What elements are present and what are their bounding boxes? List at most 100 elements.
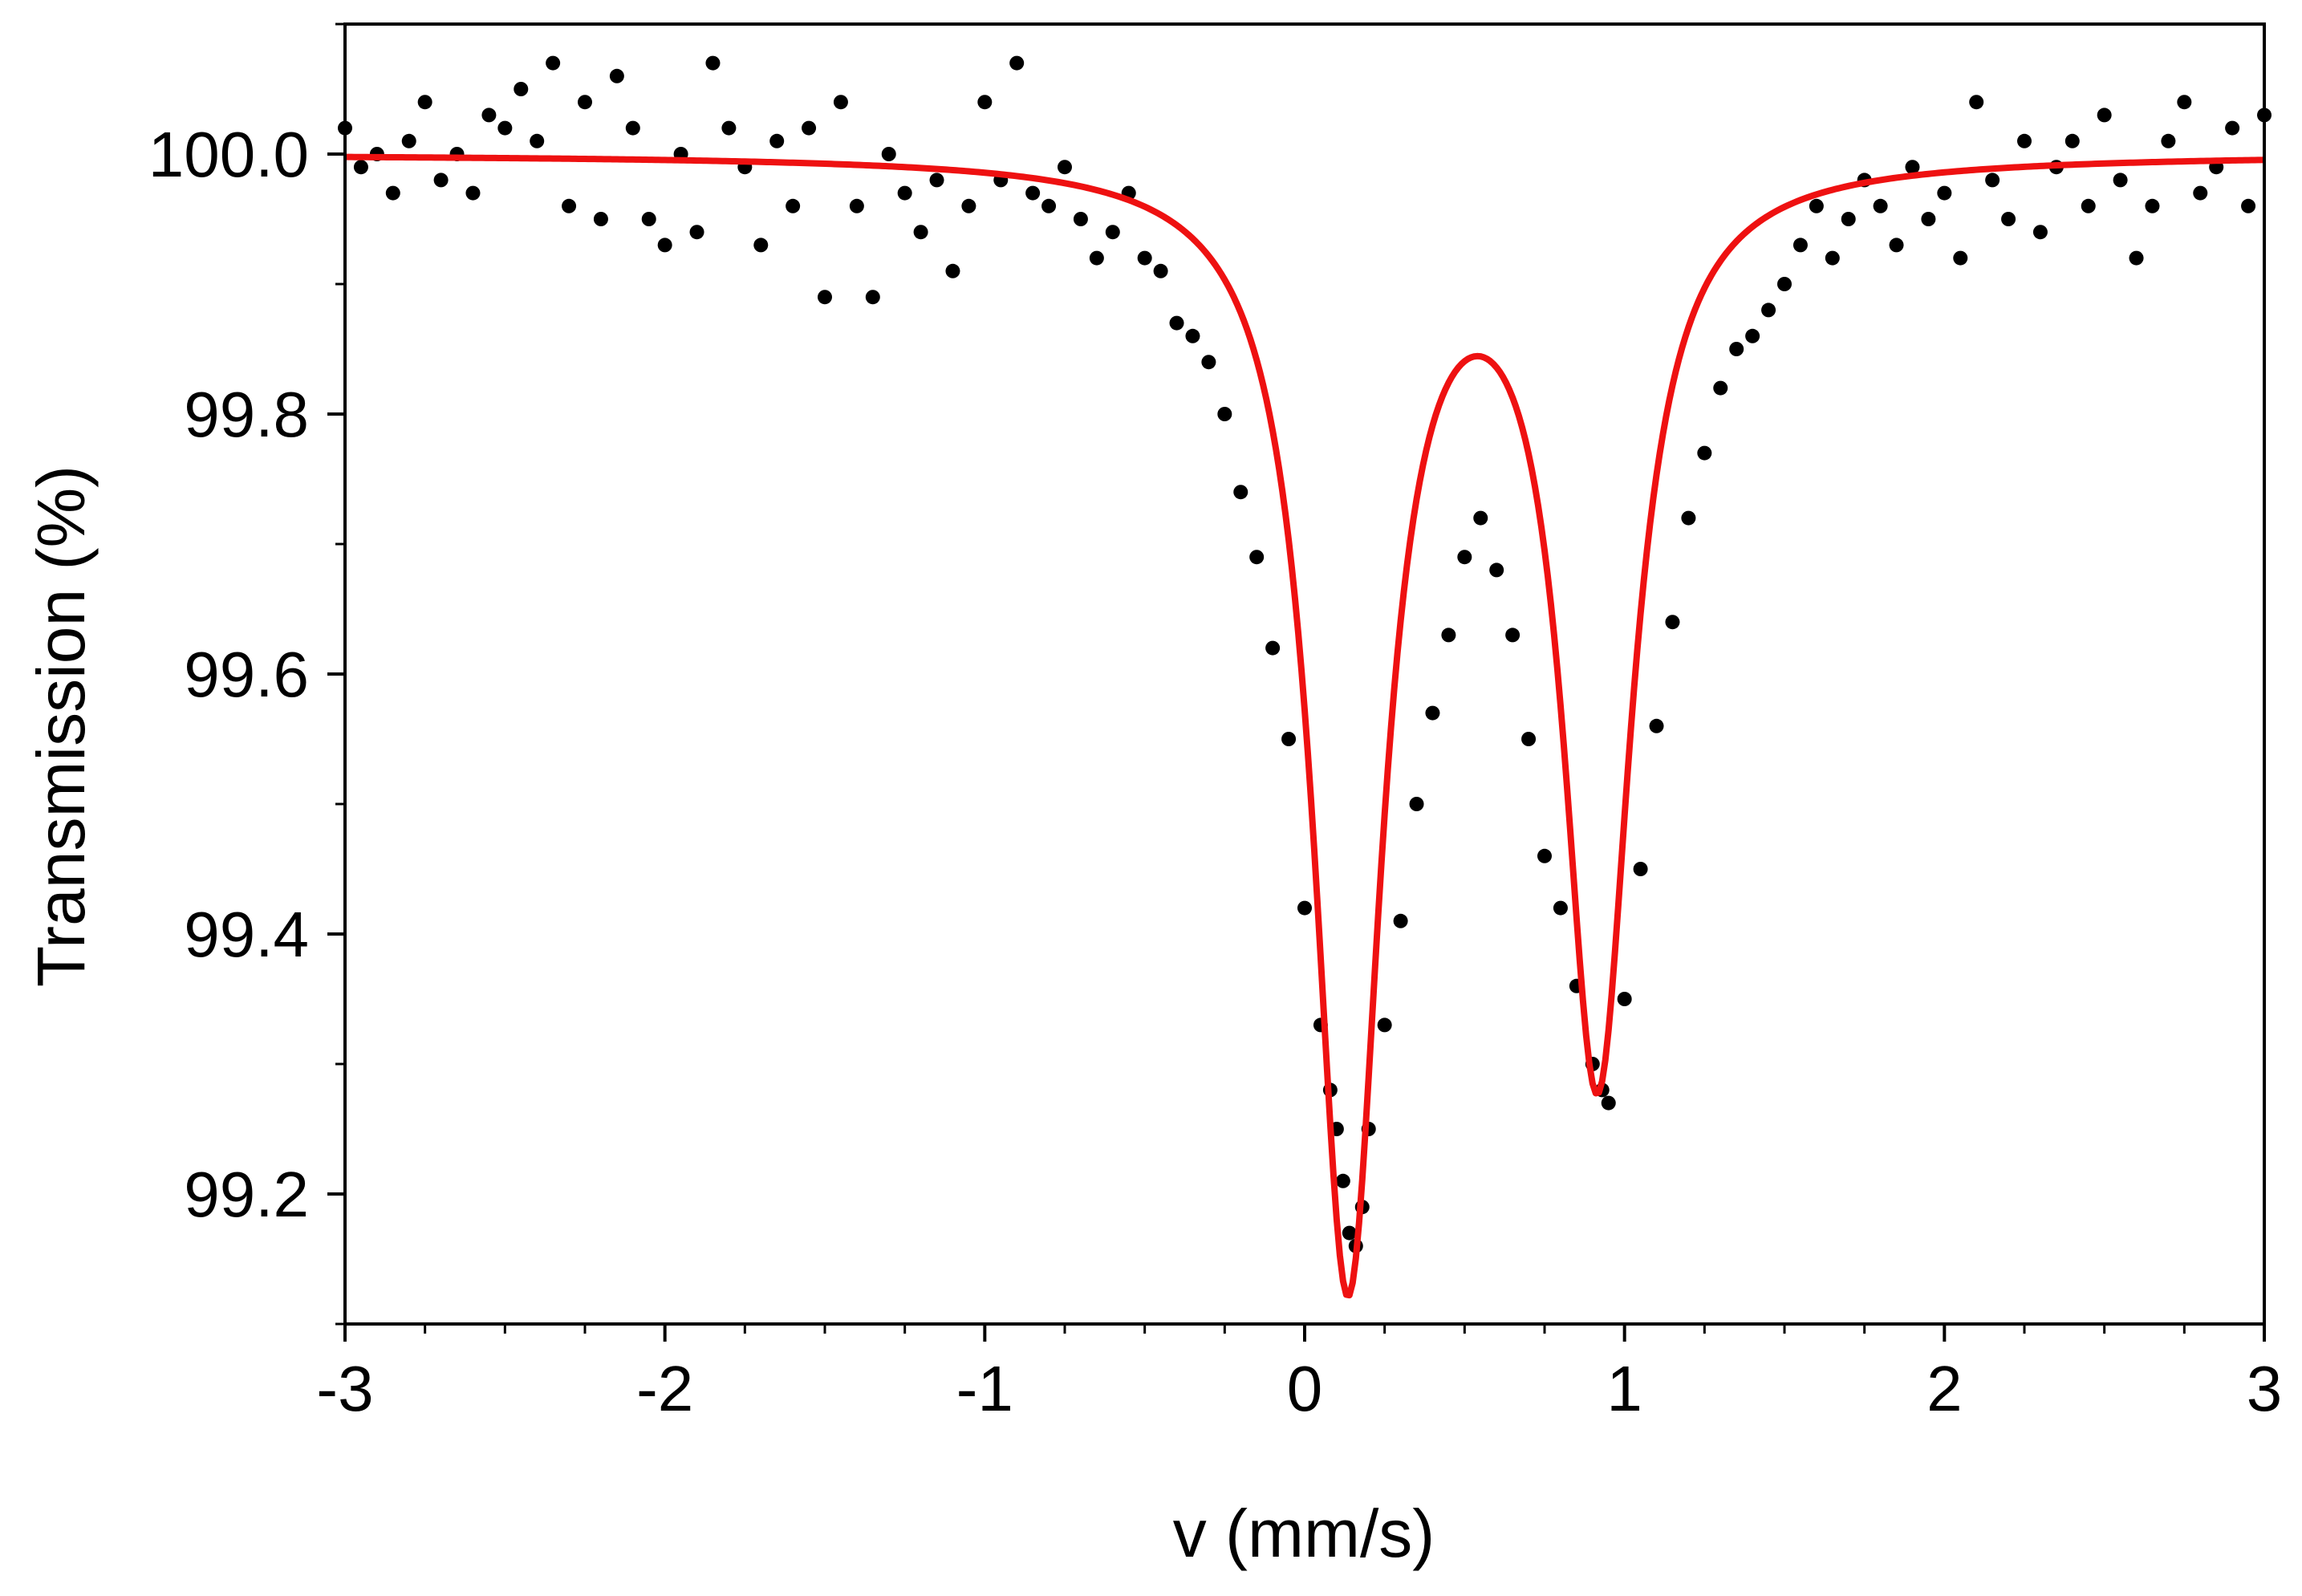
data-point	[1217, 407, 1232, 421]
data-point	[833, 95, 848, 110]
data-point	[2081, 198, 2096, 213]
data-point	[753, 238, 769, 253]
data-point	[929, 173, 944, 188]
data-point	[2017, 133, 2032, 148]
data-point	[1201, 355, 1216, 370]
data-point	[353, 160, 368, 175]
data-point	[1617, 992, 1632, 1006]
data-point	[2193, 185, 2208, 201]
data-point	[433, 173, 449, 188]
data-point	[2129, 250, 2144, 266]
data-point	[1665, 615, 1680, 630]
data-point	[1335, 1173, 1350, 1188]
data-point	[1297, 900, 1312, 916]
data-point	[1649, 718, 1664, 733]
x-tick-label: 2	[1926, 1353, 1963, 1424]
data-point	[786, 198, 801, 213]
data-point	[1073, 212, 1088, 226]
data-point	[1249, 550, 1265, 565]
data-point	[865, 290, 880, 305]
data-point	[1153, 263, 1168, 278]
data-point	[1729, 342, 1744, 356]
data-point	[530, 133, 545, 148]
data-point	[1681, 510, 1696, 526]
data-point	[1058, 160, 1072, 175]
y-tick-label: 99.4	[184, 899, 309, 970]
y-tick-label: 99.6	[184, 639, 309, 710]
data-point	[2145, 198, 2160, 213]
data-point	[1905, 160, 1920, 175]
data-point	[641, 212, 656, 226]
data-point	[1633, 862, 1648, 876]
data-point	[945, 263, 960, 278]
data-point	[1521, 732, 1537, 746]
y-axis-title: Transmission (%)	[23, 465, 99, 987]
data-point	[2177, 95, 2192, 110]
data-point	[1185, 328, 1200, 343]
data-point	[961, 198, 976, 213]
y-tick-label: 99.8	[184, 379, 309, 450]
data-point	[1937, 185, 1952, 201]
data-point	[1889, 238, 1904, 253]
data-point	[2032, 225, 2048, 240]
data-point	[705, 55, 721, 71]
data-point	[1233, 485, 1248, 500]
data-point	[1553, 900, 1568, 916]
data-marks-layer	[338, 55, 2272, 1299]
data-point	[385, 185, 400, 201]
x-tick-label: 3	[2247, 1353, 2283, 1424]
data-point	[1489, 562, 1504, 578]
x-axis-title: v (mm/s)	[1173, 1496, 1435, 1571]
data-point	[1169, 315, 1184, 331]
data-point	[1921, 212, 1936, 226]
data-point	[769, 133, 785, 148]
data-point	[1441, 627, 1456, 643]
data-point	[2225, 120, 2240, 136]
data-point	[2241, 198, 2256, 213]
data-point	[1281, 732, 1297, 746]
data-point	[1105, 225, 1120, 240]
data-point	[1377, 1017, 1392, 1033]
data-point	[802, 120, 817, 136]
data-point	[1761, 303, 1776, 318]
fit-line	[344, 153, 2265, 1299]
data-point	[1953, 250, 1968, 266]
data-point	[897, 185, 912, 201]
axes-layer: -3 -2 -1 0 1 2 3 99.2 99.4 99.6 99.8 100.0	[148, 22, 2283, 1424]
y-tick-label: 100.0	[148, 119, 309, 190]
y-tick-label: 99.2	[184, 1159, 309, 1230]
data-point	[657, 238, 672, 253]
data-point	[1025, 185, 1041, 201]
data-point	[1713, 380, 1728, 396]
data-point	[1601, 1095, 1616, 1111]
x-tick-label: 0	[1287, 1353, 1323, 1424]
data-point	[818, 290, 832, 305]
data-point	[593, 212, 608, 226]
data-point	[562, 198, 577, 213]
data-point	[913, 225, 928, 240]
data-point	[609, 68, 624, 83]
data-point	[625, 120, 640, 136]
data-point	[1777, 277, 1792, 291]
data-point	[1041, 198, 1057, 213]
data-point	[2113, 173, 2128, 188]
data-point	[1342, 1225, 1357, 1241]
data-point	[1969, 95, 1984, 110]
data-point	[2097, 108, 2112, 123]
data-point	[2064, 133, 2080, 148]
data-point	[481, 108, 497, 123]
data-point	[1841, 212, 1856, 226]
data-point	[1009, 55, 1025, 71]
data-point	[417, 95, 432, 110]
data-point	[1825, 250, 1840, 266]
data-point	[497, 120, 513, 136]
x-tick-label: -1	[956, 1353, 1013, 1424]
data-point	[1745, 328, 1760, 343]
data-point	[1137, 250, 1152, 266]
data-point	[1985, 173, 2000, 188]
data-point	[578, 95, 592, 110]
data-point	[1873, 198, 1888, 213]
x-tick-label: 1	[1606, 1353, 1642, 1424]
data-point	[2001, 212, 2016, 226]
